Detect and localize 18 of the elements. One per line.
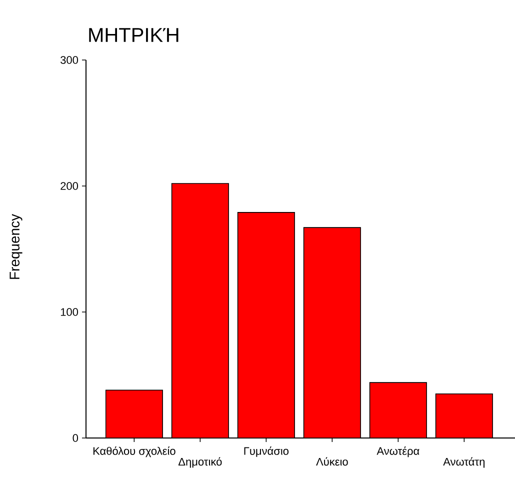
bar	[369, 382, 427, 438]
x-tick-label: Ανωτέρα	[376, 446, 420, 458]
y-tick-label: 100	[60, 308, 78, 316]
x-tick-label: Ανωτάτη	[443, 457, 484, 468]
y-tick-label: 200	[60, 182, 78, 190]
chart-title: ΜΗΤΡΙΚΉ	[89, 28, 178, 42]
x-tick-label: Δημοτικό	[178, 457, 222, 468]
bar	[237, 212, 295, 438]
y-tick-label: 300	[60, 56, 78, 64]
x-tick-label: Γυμνάσιο	[244, 446, 289, 457]
bar	[171, 183, 229, 438]
bar	[303, 227, 361, 438]
y-tick-label: 0	[72, 434, 78, 442]
bar	[435, 393, 493, 438]
x-tick-label: Καθόλου σχολείο	[93, 446, 176, 458]
y-axis-title: Frequency	[10, 214, 22, 279]
x-tick-label: Λύκειο	[316, 457, 348, 466]
bar	[105, 390, 163, 438]
